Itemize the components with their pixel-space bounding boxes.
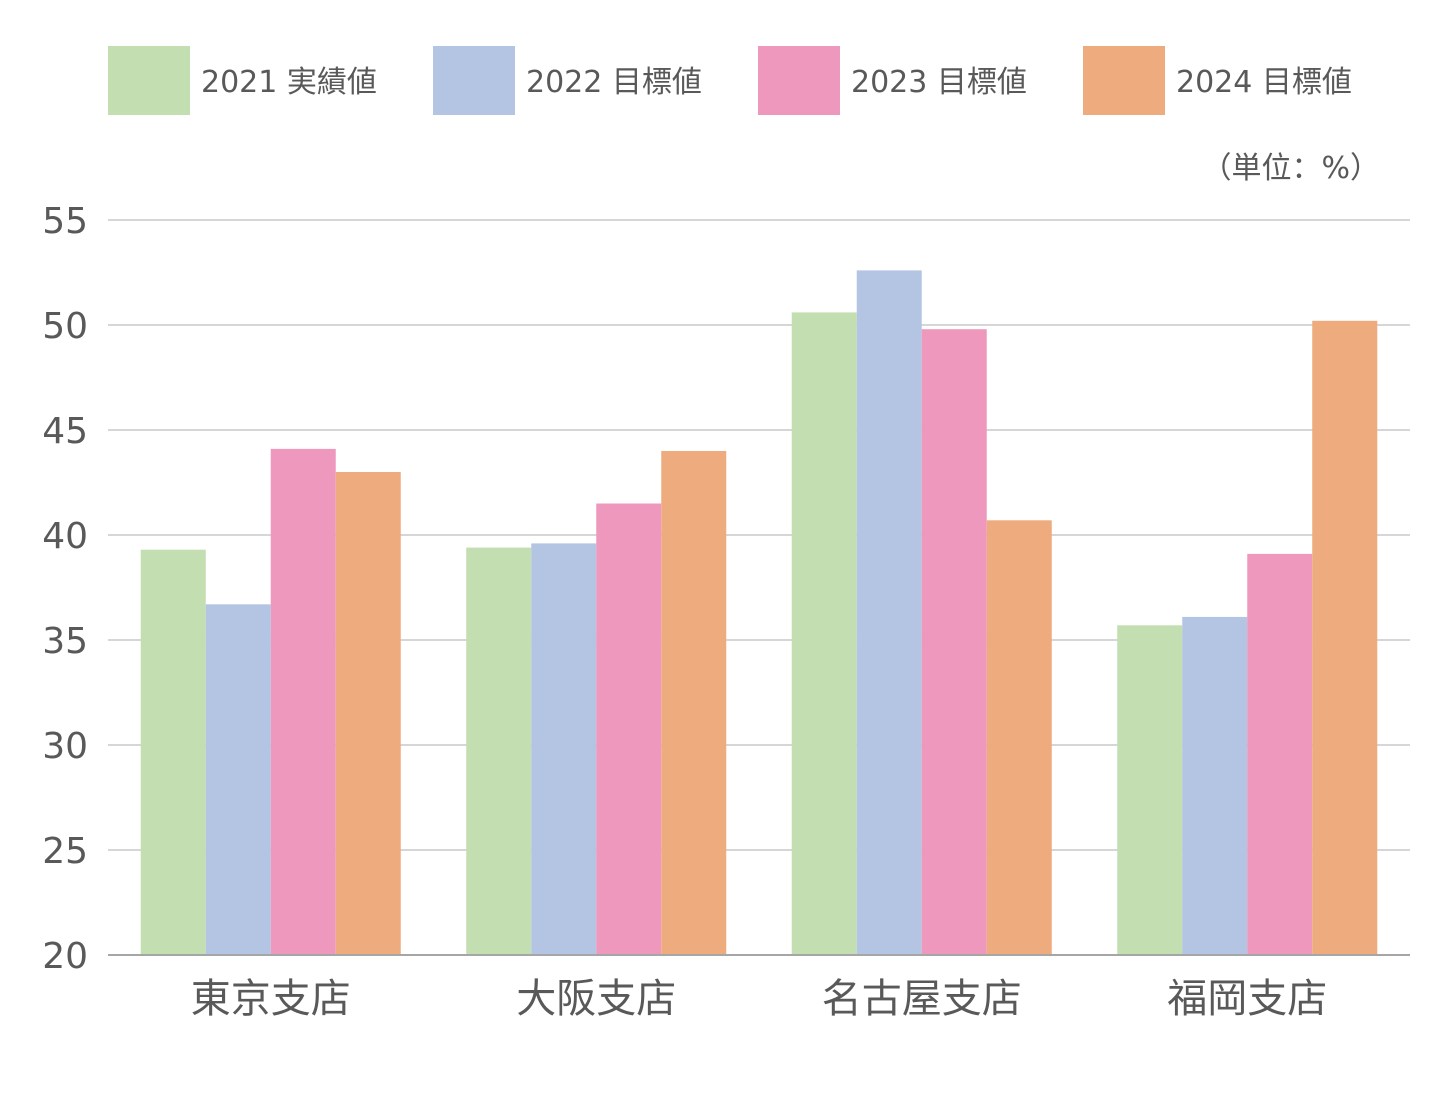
x-tick-label: 名古屋支店 [822, 976, 1022, 1022]
bar [596, 503, 662, 955]
legend-swatch [108, 46, 190, 115]
y-tick-label: 50 [42, 306, 88, 347]
y-tick-label: 30 [42, 726, 88, 767]
bar [466, 547, 532, 955]
bar [1312, 320, 1378, 955]
bar [791, 312, 857, 955]
bar [140, 549, 206, 955]
bars [140, 270, 1378, 955]
y-tick-label: 45 [42, 411, 88, 452]
bar [270, 448, 336, 955]
legend-label: 2021 実績値 [201, 65, 377, 100]
x-tick-label: 東京支店 [191, 976, 351, 1022]
legend-label: 2024 目標値 [1176, 65, 1352, 100]
y-tick-label: 35 [42, 621, 88, 662]
y-tick-label: 55 [42, 201, 88, 242]
y-tick-label: 20 [42, 936, 88, 977]
bar [205, 604, 271, 955]
bar [1247, 553, 1313, 955]
bar [335, 472, 401, 955]
legend: 2021 実績値 2022 目標値 2023 目標値 2024 目標値 [108, 46, 1352, 115]
y-tick-label: 40 [42, 516, 88, 557]
bar [1182, 616, 1248, 955]
bar [856, 270, 922, 955]
bar [921, 329, 987, 955]
y-tick-label: 25 [42, 831, 88, 872]
legend-swatch [433, 46, 515, 115]
legend-label: 2023 目標値 [851, 65, 1027, 100]
bar [1117, 625, 1183, 955]
y-axis: 20 25 30 35 40 45 50 55 [42, 201, 88, 977]
x-tick-label: 大阪支店 [516, 976, 676, 1022]
legend-swatch [1083, 46, 1165, 115]
bar [531, 543, 597, 955]
legend-swatch [758, 46, 840, 115]
legend-label: 2022 目標値 [526, 65, 702, 100]
bar [661, 451, 727, 955]
x-tick-label: 福岡支店 [1167, 976, 1327, 1022]
unit-label: （単位：%） [1201, 151, 1380, 186]
x-axis: 東京支店 大阪支店 名古屋支店 福岡支店 [108, 954, 1410, 1022]
bar [986, 520, 1052, 955]
